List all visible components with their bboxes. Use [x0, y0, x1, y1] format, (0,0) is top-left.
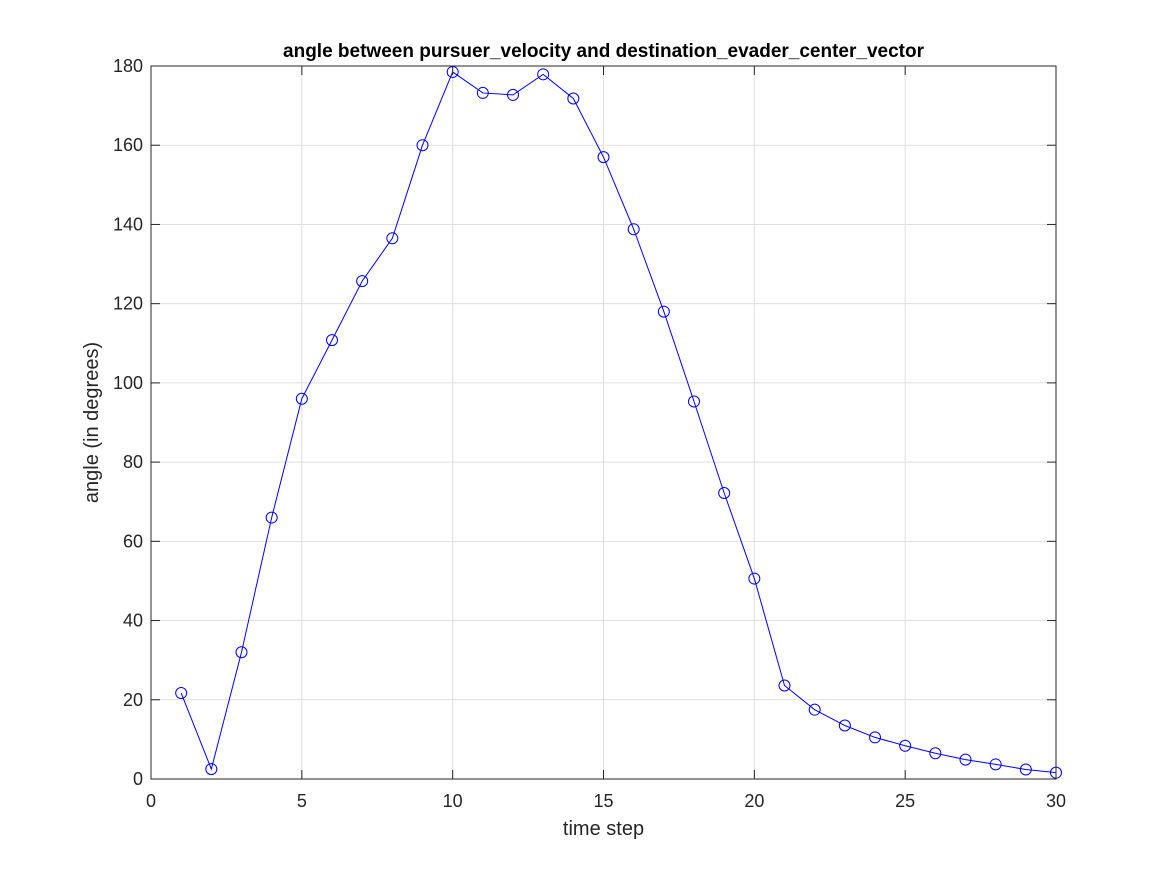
data-point-marker: [748, 572, 761, 585]
y-tick-label: 80: [123, 452, 143, 472]
data-point-marker: [959, 753, 972, 766]
y-tick-label: 120: [113, 294, 143, 314]
data-point-marker: [627, 223, 640, 236]
data-point-marker: [657, 305, 670, 318]
data-point-marker: [838, 719, 851, 732]
data-point-marker: [507, 88, 519, 101]
data-point-marker: [537, 68, 550, 81]
x-tick-labels: 0 5 10 15 20 25 30: [146, 791, 1066, 811]
y-tick-label: 60: [123, 531, 143, 551]
x-tick-label: 10: [443, 791, 463, 811]
data-point-marker: [718, 487, 731, 500]
data-point-marker: [326, 334, 338, 347]
x-tick-label: 20: [744, 791, 764, 811]
y-tick-label: 100: [113, 373, 143, 393]
x-tick-label: 0: [146, 791, 156, 811]
data-point-marker: [356, 275, 369, 288]
chart-title: angle between pursuer_velocity and desti…: [283, 41, 925, 62]
data-point-marker: [235, 646, 248, 659]
x-tick-label: 25: [895, 791, 915, 811]
y-tick-label: 20: [123, 690, 143, 710]
data-point-marker: [989, 758, 1002, 771]
y-tick-label: 0: [133, 769, 143, 789]
data-point-marker: [597, 151, 610, 164]
data-point-marker: [688, 395, 700, 408]
plot-area: [150, 65, 1062, 780]
data-point-marker: [175, 687, 188, 700]
data-point-marker: [567, 92, 580, 105]
data-point-marker: [869, 731, 881, 744]
y-tick-label: 180: [113, 56, 143, 76]
x-tick-label: 5: [297, 791, 307, 811]
ticks: [150, 65, 1057, 780]
y-tick-labels: 0 20 40 60 80 100 120 140 160 180: [113, 56, 143, 789]
data-point-marker: [265, 511, 278, 524]
y-tick-label: 160: [113, 135, 143, 155]
data-point-marker: [386, 232, 399, 245]
data-point-marker: [808, 703, 821, 716]
data-point-marker: [1019, 763, 1032, 776]
series-group: [175, 65, 1062, 779]
y-axis-label: angle (in degrees): [81, 342, 103, 503]
data-point-marker: [778, 679, 791, 692]
data-point-marker: [205, 763, 218, 776]
data-point-marker: [899, 739, 912, 752]
data-point-marker: [929, 747, 942, 760]
data-point-marker: [416, 139, 429, 152]
x-tick-label: 15: [593, 791, 613, 811]
data-point-marker: [476, 86, 489, 99]
x-tick-label: 30: [1046, 791, 1066, 811]
x-axis-label: time step: [563, 818, 644, 840]
data-point-marker: [295, 392, 308, 405]
y-tick-label: 40: [123, 611, 143, 631]
y-tick-label: 140: [113, 214, 143, 234]
